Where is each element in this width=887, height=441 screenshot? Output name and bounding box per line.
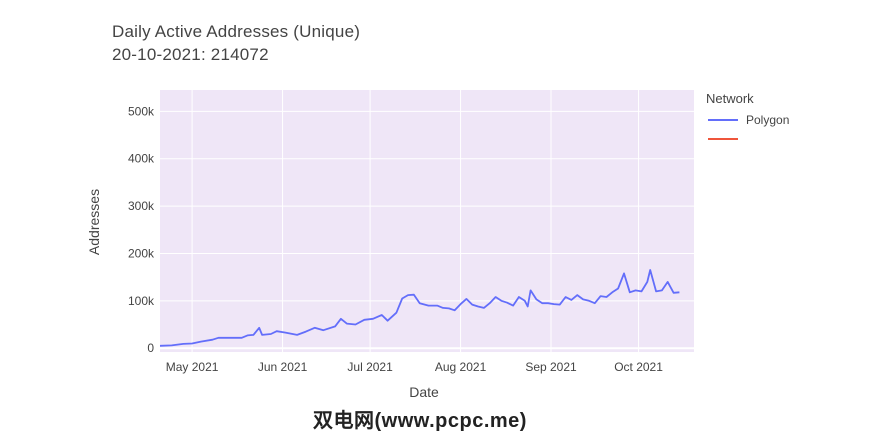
y-tick-label: 0 <box>147 341 154 355</box>
legend-swatch-polygon <box>708 118 738 121</box>
legend: Network Polygon <box>706 91 789 148</box>
watermark-text: 双电网(www.pcpc.me) <box>313 410 527 432</box>
x-tick-label: Jul 2021 <box>347 360 393 374</box>
series-line-polygon <box>159 269 680 347</box>
x-tick-label: Aug 2021 <box>435 360 487 374</box>
y-axis-title: Addresses <box>86 188 102 256</box>
x-axis-title: Date <box>409 384 439 400</box>
y-tick-label: 200k <box>128 246 155 260</box>
legend-label-polygon: Polygon <box>746 112 790 127</box>
chart-subtitle: 20-10-2021: 214072 <box>112 45 269 64</box>
plot-area <box>160 90 694 352</box>
x-tick-label: Jun 2021 <box>258 360 308 374</box>
legend-swatch-ethereum <box>708 137 738 140</box>
y-tick-label: 500k <box>128 104 155 118</box>
legend-item-polygon[interactable]: Polygon <box>706 110 789 129</box>
chart-title: Daily Active Addresses (Unique) <box>112 22 361 41</box>
y-tick-label: 300k <box>128 199 155 213</box>
x-tick-label: Sep 2021 <box>525 360 577 374</box>
x-tick-label: Oct 2021 <box>614 360 663 374</box>
y-tick-label: 100k <box>128 294 155 308</box>
y-tick-label: 400k <box>128 152 155 166</box>
legend-item-ethereum[interactable] <box>706 129 789 148</box>
legend-title: Network <box>706 91 754 106</box>
x-tick-label: May 2021 <box>166 360 219 374</box>
